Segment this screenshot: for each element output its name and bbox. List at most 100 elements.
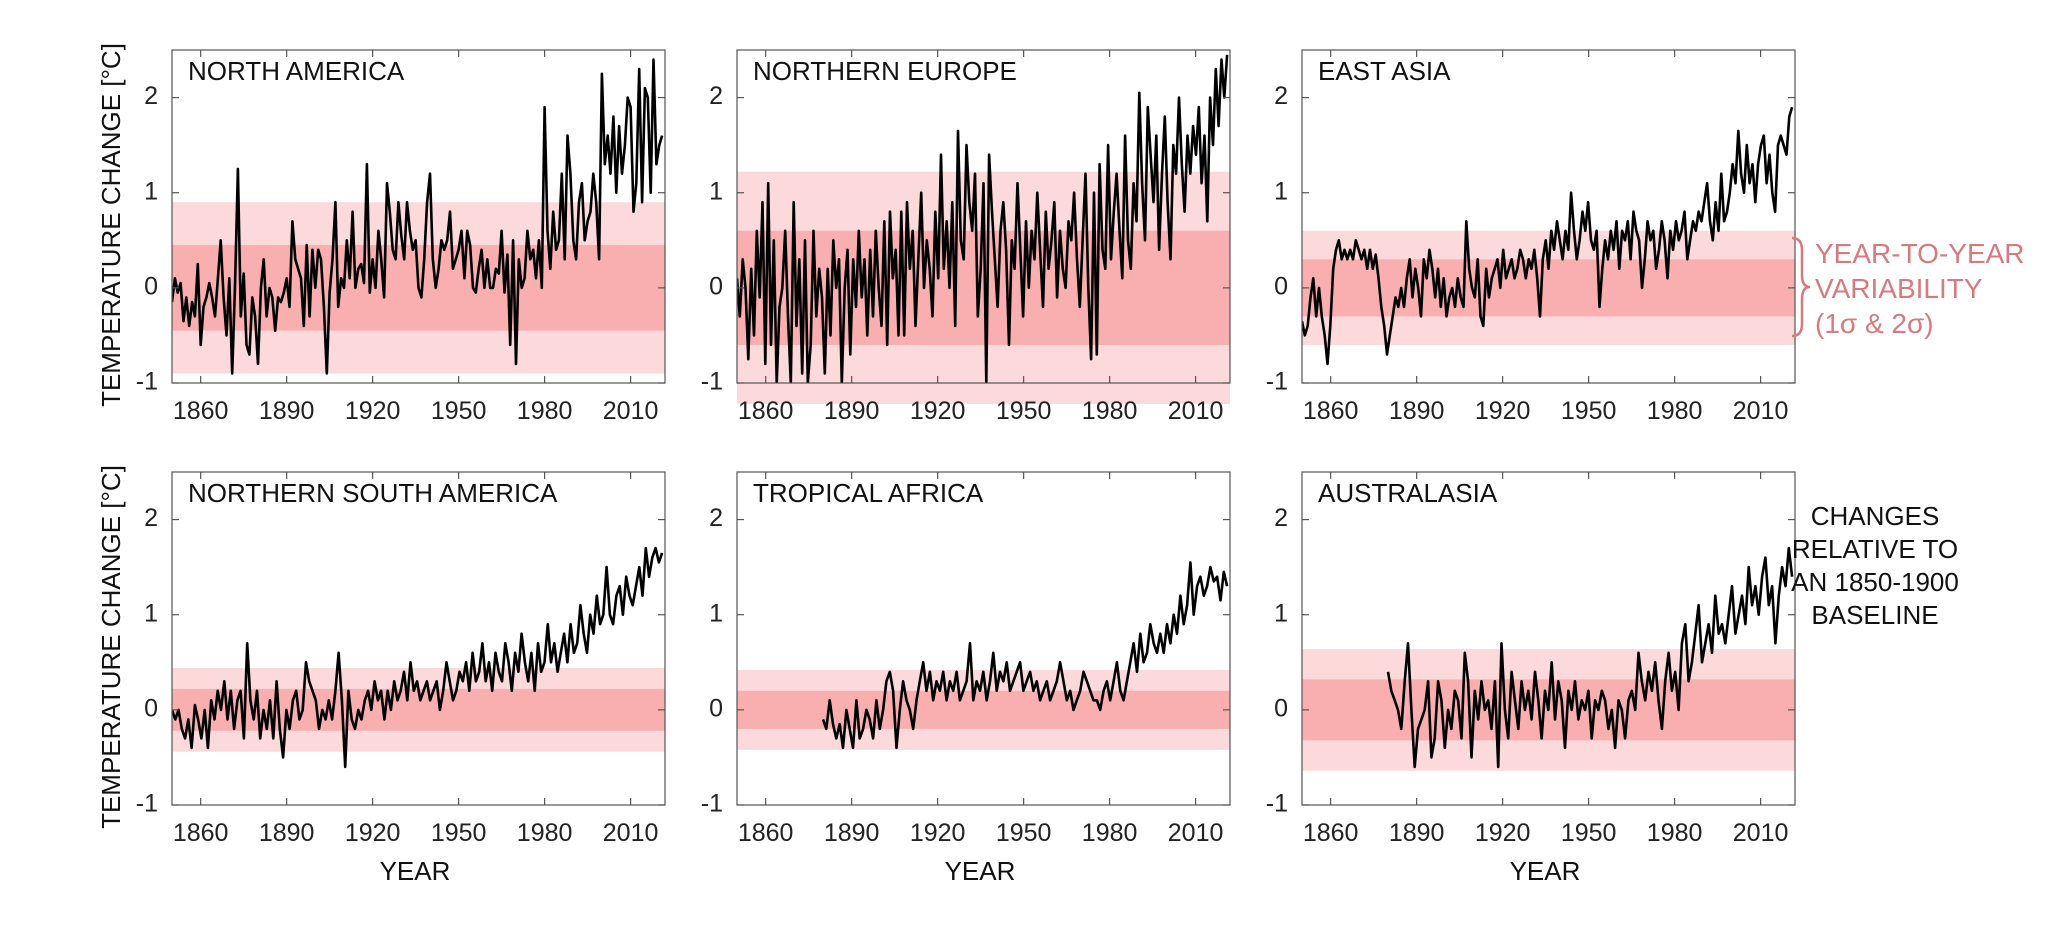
xlabel-col-3: YEAR	[1510, 856, 1581, 886]
panel-title: NORTHERN EUROPE	[753, 56, 1017, 86]
variability-label-line-2: VARIABILITY	[1815, 273, 1983, 304]
panel-2: -1 0 1 2 1860 1890 1920 1950 1980 2010 NORTHERN EU…	[701, 49, 1231, 425]
y-tick-label: 0	[709, 694, 723, 722]
x-tick-label: 1950	[1561, 397, 1617, 425]
baseline-note-line-1: CHANGES	[1811, 501, 1940, 531]
x-tick-label: 1890	[1389, 819, 1445, 847]
panel-title: NORTHERN SOUTH AMERICA	[188, 478, 558, 508]
x-tick-label: 1890	[259, 397, 315, 425]
x-tick-label: 1920	[345, 397, 401, 425]
y-tick-label: 2	[144, 82, 158, 110]
x-tick-label: 1980	[1647, 397, 1703, 425]
x-tick-label: 1860	[738, 819, 794, 847]
y-tick-label: 0	[1274, 272, 1288, 300]
baseline-note-line-3: AN 1850-1900	[1791, 567, 1959, 597]
xlabel-col-1: YEAR	[380, 856, 451, 886]
y-tick-label: 1	[709, 177, 723, 205]
temperature-series-line	[172, 546, 664, 769]
x-tick-label: 1920	[345, 819, 401, 847]
y-tick-label: 0	[144, 694, 158, 722]
y-tick-label: -1	[1266, 790, 1288, 818]
panel-title: AUSTRALASIA	[1318, 478, 1498, 508]
panel-title: NORTH AMERICA	[188, 56, 405, 86]
panel-4: -1 0 1 2 1860 1890 1920 1950 1980 2010 NORTHERN SO…	[136, 471, 666, 847]
y-tick-label: 1	[144, 177, 158, 205]
baseline-note-line-2: RELATIVE TO	[1792, 534, 1958, 564]
panel-5: -1 0 1 2 1860 1890 1920 1950 1980 2010 TROPICAL AF…	[701, 471, 1231, 847]
plot-frame	[736, 49, 1231, 384]
x-tick-label: 1950	[431, 819, 487, 847]
variability-brace	[1791, 236, 1811, 338]
y-tick-label: 2	[144, 504, 158, 532]
x-tick-label: 1920	[1475, 819, 1531, 847]
y-tick-label: 2	[709, 504, 723, 532]
ylabel-row-2: TEMPERATURE CHANGE [°C]	[96, 465, 126, 829]
x-tick-label: 2010	[1733, 397, 1789, 425]
panel-title: TROPICAL AFRICA	[753, 478, 984, 508]
plot-frame	[1301, 471, 1796, 806]
y-tick-label: 1	[1274, 599, 1288, 627]
x-tick-label: 1860	[173, 819, 229, 847]
y-tick-label: 2	[1274, 82, 1288, 110]
plot-frame	[171, 471, 666, 806]
y-tick-label: 0	[144, 272, 158, 300]
x-tick-label: 1980	[1647, 819, 1703, 847]
variability-band-1sigma	[737, 690, 1230, 729]
y-tick-label: 1	[1274, 177, 1288, 205]
y-tick-label: -1	[701, 790, 723, 818]
y-tick-label: 1	[709, 599, 723, 627]
x-tick-label: 2010	[603, 819, 659, 847]
x-tick-label: 1860	[173, 397, 229, 425]
variability-label-line-3: (1σ & 2σ)	[1815, 308, 1934, 339]
x-tick-label: 1980	[517, 819, 573, 847]
temperature-series-line	[737, 54, 1229, 383]
panel-title: EAST ASIA	[1318, 56, 1451, 86]
x-tick-label: 1860	[738, 397, 794, 425]
x-tick-label: 1920	[1475, 397, 1531, 425]
x-tick-label: 1890	[824, 397, 880, 425]
temperature-series-line	[1302, 106, 1794, 366]
xlabel-col-2: YEAR	[945, 856, 1016, 886]
plot-frame	[1301, 49, 1796, 384]
x-tick-label: 1980	[517, 397, 573, 425]
x-tick-label: 1920	[910, 819, 966, 847]
x-tick-label: 2010	[1168, 397, 1224, 425]
panel-3: -1 0 1 2 1860 1890 1920 1950 1980 2010 EAST ASIA	[1266, 49, 1796, 425]
x-tick-label: 2010	[603, 397, 659, 425]
x-tick-label: 1950	[1561, 819, 1617, 847]
temperature-series-line	[172, 58, 664, 375]
y-tick-label: 0	[1274, 694, 1288, 722]
x-tick-label: 2010	[1733, 819, 1789, 847]
x-tick-label: 1860	[1303, 397, 1359, 425]
x-tick-label: 1980	[1082, 397, 1138, 425]
x-tick-label: 1890	[259, 819, 315, 847]
plot-frame	[736, 471, 1231, 806]
x-tick-label: 1950	[996, 819, 1052, 847]
y-tick-label: 2	[709, 82, 723, 110]
x-tick-label: 1950	[996, 397, 1052, 425]
y-tick-label: -1	[136, 368, 158, 396]
x-tick-label: 1890	[1389, 397, 1445, 425]
x-tick-label: 1860	[1303, 819, 1359, 847]
x-tick-label: 1890	[824, 819, 880, 847]
panel-6: -1 0 1 2 1860 1890 1920 1950 1980 2010 AUSTRALASIA	[1266, 471, 1796, 847]
y-tick-label: 1	[144, 599, 158, 627]
y-tick-label: -1	[701, 368, 723, 396]
x-tick-label: 1950	[431, 397, 487, 425]
plot-frame	[171, 49, 666, 384]
x-tick-label: 2010	[1168, 819, 1224, 847]
y-tick-label: 2	[1274, 504, 1288, 532]
temperature-series-line	[821, 561, 1229, 750]
ylabel-row-1: TEMPERATURE CHANGE [°C]	[96, 43, 126, 407]
y-tick-label: -1	[136, 790, 158, 818]
y-tick-label: -1	[1266, 368, 1288, 396]
temperature-series-line	[1386, 546, 1794, 769]
y-tick-label: 0	[709, 272, 723, 300]
baseline-note-line-4: BASELINE	[1811, 600, 1938, 630]
variability-label-line-1: YEAR-TO-YEAR	[1815, 238, 2025, 269]
x-tick-label: 1980	[1082, 819, 1138, 847]
panel-1: -1 0 1 2 1860 1890 1920 1950 1980 2010 NORTH AMERI…	[136, 49, 666, 425]
x-tick-label: 1920	[910, 397, 966, 425]
